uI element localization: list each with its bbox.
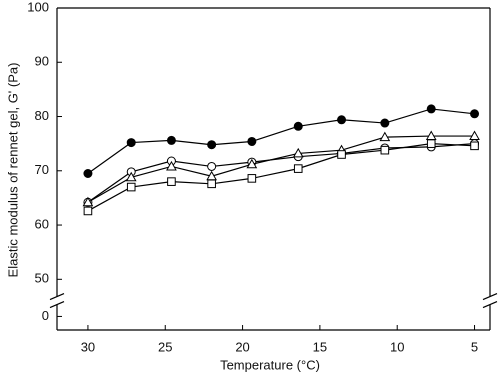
- y-tick-label: 50: [35, 271, 49, 286]
- series-line: [87, 108, 475, 174]
- data-point: [337, 115, 347, 125]
- data-point: [166, 160, 177, 171]
- data-point: [246, 158, 258, 169]
- series-line: [87, 143, 475, 212]
- axis-break: [482, 293, 498, 301]
- y-tick-label: 0: [42, 308, 49, 323]
- data-point: [426, 139, 436, 148]
- x-tick-label: 25: [158, 339, 172, 354]
- data-point: [207, 179, 216, 189]
- data-point: [207, 161, 217, 171]
- data-point: [247, 174, 257, 183]
- axis-break: [49, 301, 65, 309]
- data-point: [125, 171, 137, 182]
- data-point: [293, 121, 303, 131]
- x-tick-label: 20: [235, 339, 249, 354]
- data-point: [380, 145, 390, 155]
- data-point: [379, 131, 391, 142]
- x-tick-label: 5: [471, 339, 478, 354]
- data-point: [470, 141, 479, 151]
- series-line: [87, 135, 475, 203]
- x-tick-label: 10: [390, 339, 404, 354]
- axis-break: [482, 301, 498, 309]
- data-point: [207, 140, 217, 150]
- data-point: [292, 147, 304, 158]
- y-tick-label: 80: [35, 108, 49, 123]
- y-tick-label: 90: [35, 54, 49, 69]
- data-point: [83, 168, 93, 178]
- y-tick-label: 70: [35, 162, 49, 177]
- x-tick-label: 15: [313, 339, 327, 354]
- data-point: [83, 206, 93, 216]
- data-point: [82, 196, 94, 207]
- data-point: [470, 109, 480, 119]
- x-axis-title: Temperature (°C): [220, 357, 320, 372]
- y-tick-label: 60: [35, 216, 49, 231]
- axis-break: [49, 293, 65, 301]
- data-point: [469, 130, 480, 141]
- data-point: [380, 118, 390, 128]
- y-axis-title: Elastic modulus of rennet gel, G' (Pa): [5, 63, 20, 278]
- data-point: [167, 177, 176, 186]
- data-point: [166, 135, 176, 145]
- y-tick-label: 100: [27, 0, 49, 14]
- data-point: [293, 164, 303, 173]
- x-tick-label: 30: [81, 339, 95, 354]
- data-point: [426, 104, 436, 114]
- data-point: [247, 136, 257, 146]
- data-point: [337, 150, 346, 159]
- data-point: [126, 182, 136, 192]
- data-point: [126, 138, 136, 148]
